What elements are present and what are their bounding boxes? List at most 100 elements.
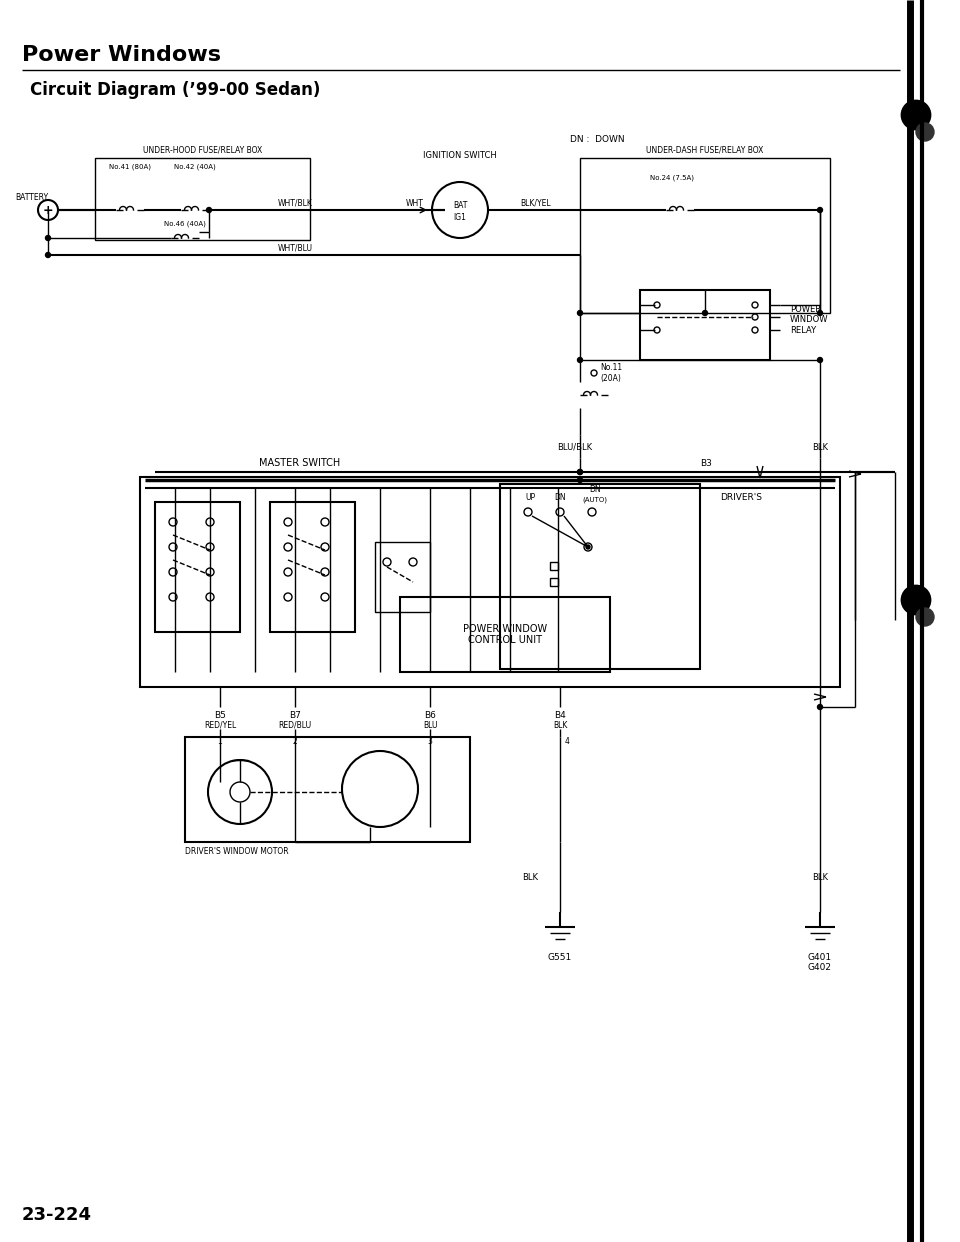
Text: RED/BLU: RED/BLU [278,720,312,729]
Circle shape [578,469,583,474]
Circle shape [206,592,214,601]
Circle shape [284,518,292,527]
Text: BLU/BLK: BLU/BLK [558,442,592,452]
Text: BLK: BLK [553,720,567,729]
Circle shape [586,545,590,549]
Text: No.24 (7.5A): No.24 (7.5A) [650,175,694,181]
Bar [270,502,355,632]
Circle shape [169,518,177,527]
Text: MASTER SWITCH: MASTER SWITCH [259,458,341,468]
Circle shape [321,592,329,601]
Circle shape [321,568,329,576]
Text: BATTERY: BATTERY [15,194,49,202]
Circle shape [321,518,329,527]
Text: No.41 (80A): No.41 (80A) [109,164,151,170]
Text: 23-224: 23-224 [22,1206,92,1225]
Text: POWER WINDOW
CONTROL UNIT: POWER WINDOW CONTROL UNIT [463,623,547,646]
Circle shape [284,543,292,551]
Text: No.11: No.11 [600,364,622,373]
Text: BLK: BLK [812,872,828,882]
Circle shape [556,508,564,515]
Text: +: + [42,204,54,216]
Text: WHT/BLK: WHT/BLK [277,199,312,207]
Text: G551: G551 [548,953,572,961]
Circle shape [818,358,823,363]
Circle shape [584,543,592,551]
Circle shape [703,310,708,315]
Text: B3: B3 [700,458,712,467]
Circle shape [524,508,532,515]
Bar [140,477,840,687]
Text: POWER
WINDOW
RELAY: POWER WINDOW RELAY [790,306,828,335]
Text: WHT: WHT [406,199,424,207]
Circle shape [45,252,51,257]
Bar [550,578,558,586]
Circle shape [383,558,391,566]
Circle shape [752,314,758,320]
Circle shape [578,358,583,363]
Text: (20A): (20A) [600,374,621,383]
Bar [580,158,830,313]
Text: DN :  DOWN: DN : DOWN [570,135,625,144]
Text: UNDER-HOOD FUSE/RELAY BOX: UNDER-HOOD FUSE/RELAY BOX [143,145,262,154]
Circle shape [206,207,211,212]
Text: B5: B5 [214,710,226,719]
Circle shape [45,236,51,241]
Text: 3: 3 [427,738,432,746]
Text: Power Windows: Power Windows [22,45,221,65]
Circle shape [206,518,214,527]
Circle shape [902,586,930,614]
Text: DN: DN [589,486,601,494]
Text: UP: UP [525,493,535,502]
Circle shape [321,543,329,551]
Text: BAT: BAT [453,200,468,210]
Bar [375,542,430,612]
Circle shape [588,508,596,515]
Text: 2: 2 [293,738,298,746]
Text: RED/YEL: RED/YEL [204,720,236,729]
Text: G401: G401 [808,953,832,961]
Bar [400,597,610,672]
Bar [155,502,240,632]
Text: UNDER-DASH FUSE/RELAY BOX: UNDER-DASH FUSE/RELAY BOX [646,145,764,154]
Bar [550,561,558,570]
Circle shape [902,101,930,129]
Text: DN: DN [554,493,565,502]
Text: BLU: BLU [422,720,437,729]
Text: 4: 4 [565,738,570,746]
Text: G402: G402 [808,964,832,972]
Text: 1: 1 [218,738,223,746]
Circle shape [818,310,823,315]
Text: DRIVER'S WINDOW MOTOR: DRIVER'S WINDOW MOTOR [185,847,289,857]
Circle shape [916,609,934,626]
Bar [640,289,770,360]
Bar [95,158,310,240]
Circle shape [654,302,660,308]
Circle shape [818,207,823,212]
Text: B4: B4 [554,710,565,719]
Circle shape [752,302,758,308]
Circle shape [818,704,823,709]
Text: B6: B6 [424,710,436,719]
Text: B7: B7 [289,710,300,719]
Text: BLK: BLK [812,442,828,452]
Text: DRIVER'S: DRIVER'S [720,493,762,502]
Bar [500,484,700,669]
Circle shape [409,558,417,566]
Text: No.42 (40A): No.42 (40A) [174,164,216,170]
Circle shape [169,543,177,551]
Circle shape [916,123,934,142]
Bar [185,737,470,842]
Text: IG1: IG1 [453,214,467,222]
Circle shape [284,568,292,576]
Circle shape [169,592,177,601]
Circle shape [169,568,177,576]
Circle shape [578,469,583,474]
Circle shape [591,370,597,376]
Circle shape [206,543,214,551]
Text: (AUTO): (AUTO) [583,497,608,503]
Text: BLK/YEL: BLK/YEL [520,199,551,207]
Circle shape [284,592,292,601]
Circle shape [654,327,660,333]
Circle shape [578,310,583,315]
